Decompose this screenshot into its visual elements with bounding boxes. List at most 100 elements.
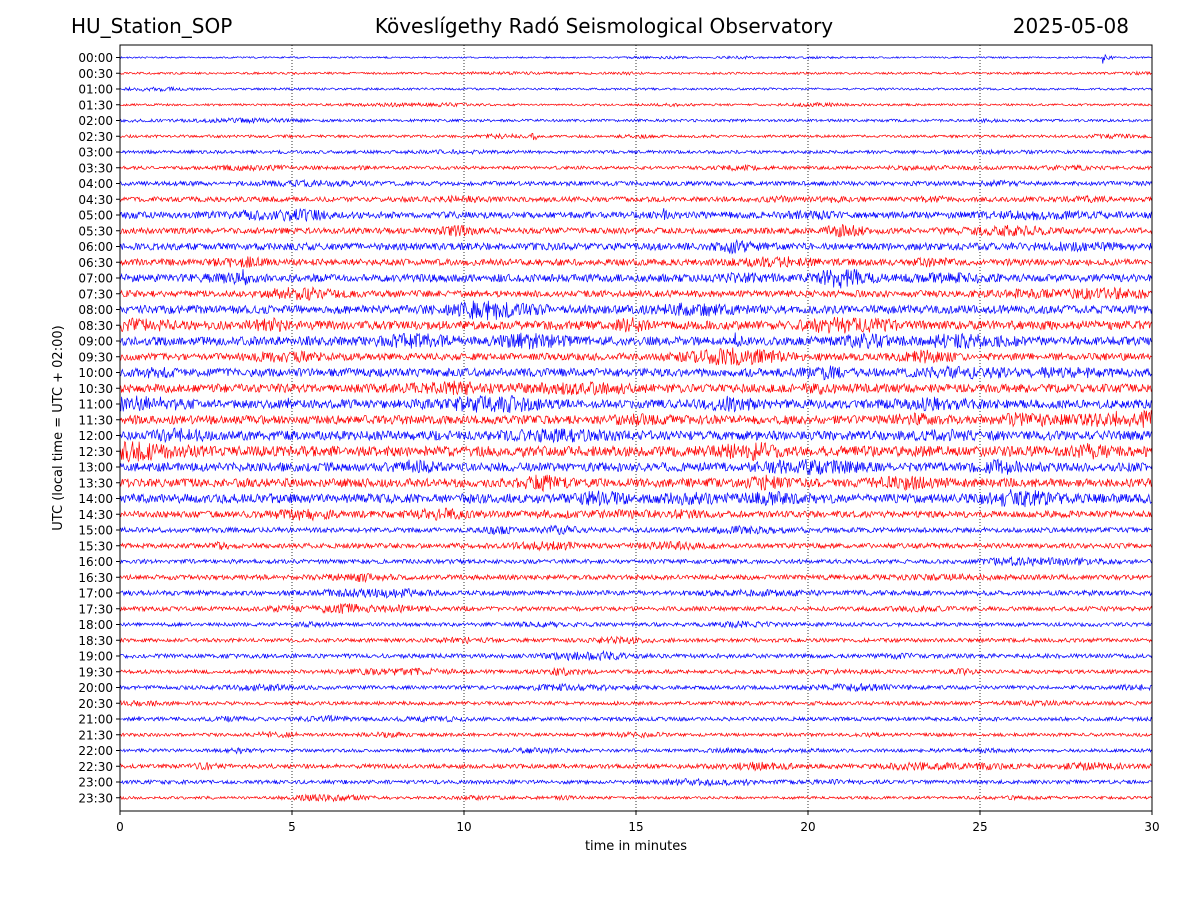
y-tick-label: 18:30 — [78, 634, 113, 648]
trace-0830 — [119, 316, 1153, 334]
trace-1000 — [119, 364, 1153, 381]
y-tick-label: 18:00 — [78, 618, 113, 632]
trace-0400 — [119, 178, 1153, 188]
trace-0630 — [119, 255, 1153, 268]
trace-0730 — [119, 286, 1153, 301]
x-tick-label: 5 — [288, 820, 296, 834]
trace-2330 — [119, 793, 1153, 803]
y-tick-label: 00:00 — [78, 51, 113, 65]
y-tick-label: 09:30 — [78, 350, 113, 364]
y-tick-label: 21:30 — [78, 728, 113, 742]
y-tick-label: 23:30 — [78, 791, 113, 805]
trace-0130 — [119, 101, 1153, 108]
y-tick-label: 08:00 — [78, 303, 113, 317]
trace-0900 — [119, 332, 1153, 350]
y-tick-label: 12:00 — [78, 429, 113, 443]
trace-0000 — [119, 53, 1153, 64]
trace-2200 — [119, 746, 1153, 755]
trace-1830 — [119, 635, 1153, 645]
y-tick-label: 11:00 — [78, 398, 113, 412]
x-axis-label: time in minutes — [585, 839, 687, 854]
y-tick-label: 22:00 — [78, 744, 113, 758]
trace-1630 — [119, 572, 1153, 584]
trace-0800 — [119, 300, 1153, 321]
y-tick-label: 10:00 — [78, 366, 113, 380]
x-tick-label: 30 — [1144, 820, 1159, 834]
x-axis: 0 5 10 15 20 25 30 — [116, 811, 1160, 834]
seismic-traces — [119, 53, 1153, 803]
y-tick-label: 03:00 — [78, 146, 113, 160]
trace-1800 — [119, 620, 1153, 629]
trace-0230 — [119, 132, 1152, 141]
y-tick-label: 22:30 — [78, 760, 113, 774]
x-tick-label: 15 — [628, 820, 643, 834]
trace-1500 — [119, 524, 1153, 536]
y-tick-label: 02:00 — [78, 114, 113, 128]
y-tick-label: 19:30 — [78, 665, 113, 679]
trace-0300 — [119, 148, 1153, 156]
plot-date: 2025-05-08 — [1012, 14, 1129, 38]
y-tick-label: 20:30 — [78, 697, 113, 711]
y-tick-label: 09:00 — [78, 335, 113, 349]
y-tick-label: 13:00 — [78, 461, 113, 475]
y-tick-label: 10:30 — [78, 382, 113, 396]
trace-1600 — [119, 555, 1153, 568]
trace-0200 — [119, 117, 1153, 125]
trace-2130 — [119, 730, 1153, 739]
trace-0930 — [119, 347, 1153, 366]
trace-1400 — [119, 489, 1153, 508]
y-tick-label: 08:30 — [78, 319, 113, 333]
trace-1430 — [119, 507, 1153, 522]
y-tick-label: 19:00 — [78, 650, 113, 664]
y-tick-label: 15:30 — [78, 539, 113, 553]
y-tick-label: 04:00 — [78, 177, 113, 191]
trace-2300 — [119, 777, 1153, 787]
y-tick-label: 06:30 — [78, 256, 113, 270]
trace-0530 — [119, 223, 1153, 238]
trace-2100 — [119, 714, 1153, 724]
y-tick-label: 16:00 — [78, 555, 113, 569]
y-tick-label: 11:30 — [78, 413, 113, 427]
trace-0700 — [119, 268, 1153, 289]
trace-0030 — [119, 70, 1153, 76]
trace-2030 — [119, 699, 1153, 708]
trace-1330 — [119, 474, 1153, 493]
y-tick-label: 05:30 — [78, 224, 113, 238]
trace-0330 — [119, 164, 1153, 173]
trace-1130 — [119, 409, 1153, 428]
trace-1030 — [119, 380, 1153, 396]
y-tick-label: 12:30 — [78, 445, 113, 459]
y-tick-label: 02:30 — [78, 130, 113, 144]
y-tick-label: 05:00 — [78, 209, 113, 223]
vertical-grid — [291, 45, 981, 811]
y-tick-label: 04:30 — [78, 193, 113, 207]
y-tick-label: 14:30 — [78, 508, 113, 522]
y-tick-label: 07:30 — [78, 287, 113, 301]
y-tick-label: 06:00 — [78, 240, 113, 254]
trace-2230 — [119, 761, 1153, 772]
y-tick-label: 23:00 — [78, 776, 113, 790]
y-tick-label: 14:00 — [78, 492, 113, 506]
y-tick-label: 01:30 — [78, 98, 113, 112]
observatory-title: Köveslígethy Radó Seismological Observat… — [374, 14, 834, 38]
x-tick-label: 20 — [800, 820, 815, 834]
y-tick-label: 17:30 — [78, 602, 113, 616]
y-tick-label: 16:30 — [78, 571, 113, 585]
trace-2000 — [119, 682, 1153, 693]
trace-0100 — [119, 85, 1153, 93]
trace-1200 — [119, 427, 1153, 444]
y-tick-label: 17:00 — [78, 587, 113, 601]
y-tick-label: 20:00 — [78, 681, 113, 695]
y-tick-label: 00:30 — [78, 67, 113, 81]
y-axis-label: UTC (local time = UTC + 02:00) — [51, 325, 66, 530]
trace-1530 — [119, 540, 1153, 552]
trace-0430 — [119, 194, 1153, 204]
y-tick-label: 01:00 — [78, 83, 113, 97]
y-tick-label: 15:00 — [78, 524, 113, 538]
trace-1300 — [119, 458, 1153, 476]
trace-1700 — [119, 587, 1153, 599]
x-tick-label: 0 — [116, 820, 124, 834]
y-tick-label: 03:30 — [78, 161, 113, 175]
